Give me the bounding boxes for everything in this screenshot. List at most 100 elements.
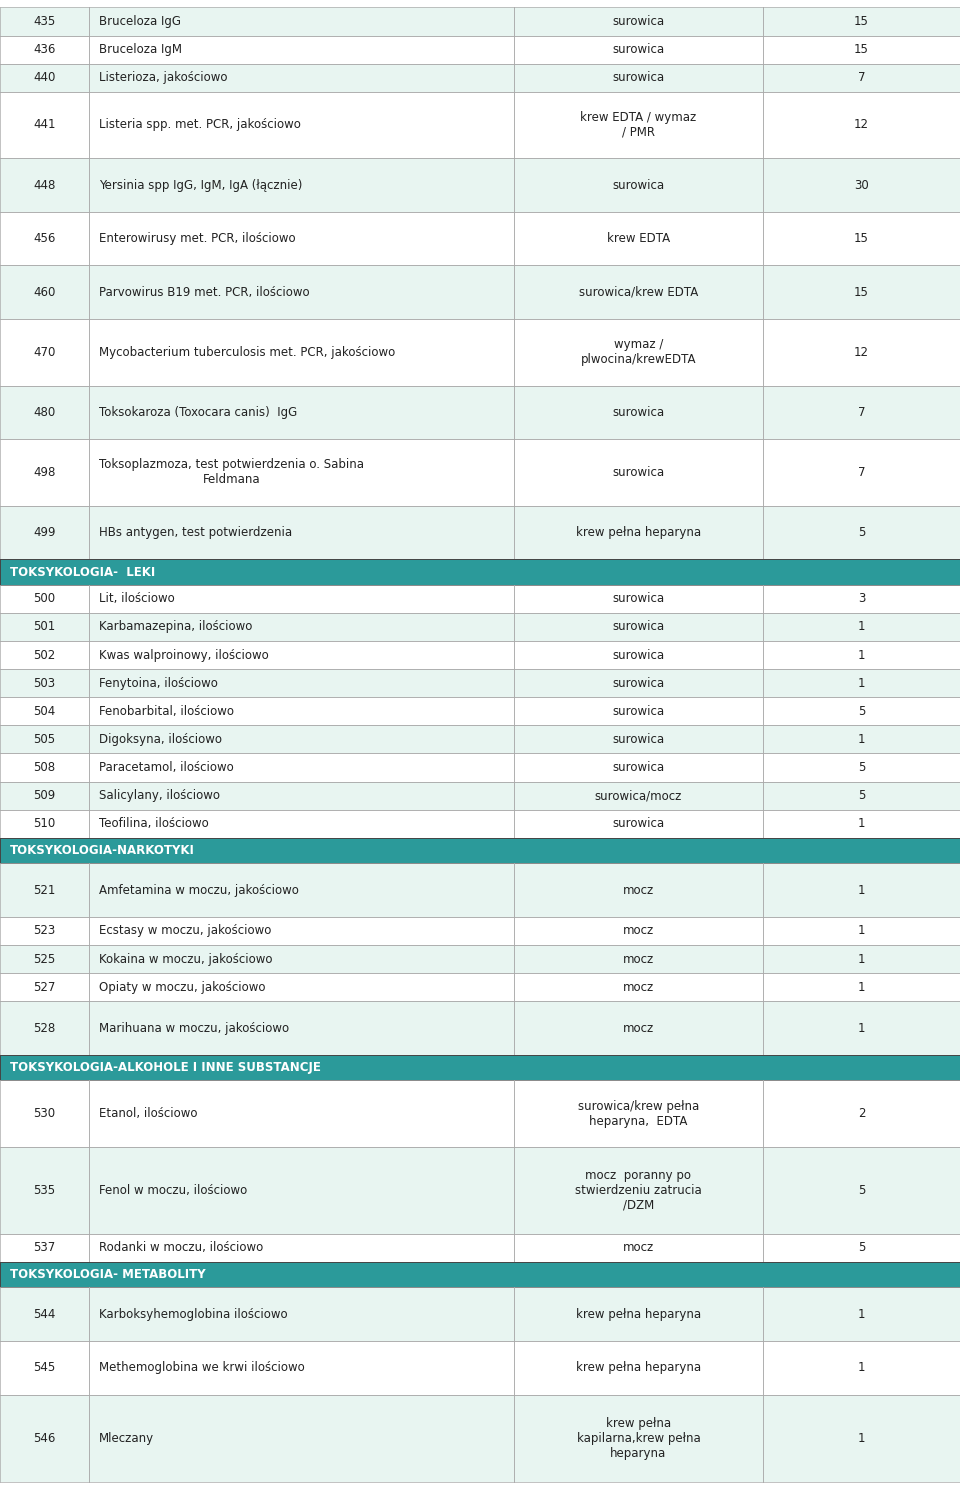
Text: surowica: surowica xyxy=(612,704,664,718)
Bar xyxy=(763,1081,960,1147)
Text: 503: 503 xyxy=(34,676,56,689)
Bar xyxy=(89,1001,514,1054)
Bar xyxy=(514,1288,763,1342)
Text: surowica: surowica xyxy=(612,71,664,85)
Bar xyxy=(763,36,960,64)
Text: Methemoglobina we krwi ilościowo: Methemoglobina we krwi ilościowo xyxy=(99,1361,304,1374)
Text: Yersinia spp IgG, IgM, IgA (łącznie): Yersinia spp IgG, IgM, IgA (łącznie) xyxy=(99,179,302,192)
Bar xyxy=(0,1001,89,1054)
Bar xyxy=(0,669,89,697)
Text: 3: 3 xyxy=(858,593,865,606)
Text: 441: 441 xyxy=(34,119,56,131)
Text: Marihuana w moczu, jakościowo: Marihuana w moczu, jakościowo xyxy=(99,1021,289,1035)
Bar xyxy=(763,1001,960,1054)
Text: 480: 480 xyxy=(34,406,56,418)
Bar xyxy=(514,506,763,560)
Text: 545: 545 xyxy=(34,1361,56,1374)
Bar xyxy=(0,92,89,158)
Bar xyxy=(514,1234,763,1261)
Text: 1: 1 xyxy=(858,621,865,633)
Bar xyxy=(0,585,89,613)
Bar xyxy=(763,697,960,725)
Bar xyxy=(763,439,960,506)
Text: krew pełna
kapilarna,krew pełna
heparyna: krew pełna kapilarna,krew pełna heparyna xyxy=(577,1416,700,1459)
Bar xyxy=(0,1054,960,1081)
Text: mocz: mocz xyxy=(623,1021,654,1035)
Bar xyxy=(763,319,960,386)
Bar xyxy=(763,725,960,753)
Text: 525: 525 xyxy=(34,953,56,965)
Bar xyxy=(514,1147,763,1234)
Bar xyxy=(763,613,960,642)
Bar xyxy=(89,319,514,386)
Text: 30: 30 xyxy=(854,179,869,192)
Bar xyxy=(89,36,514,64)
Text: 1: 1 xyxy=(858,981,865,993)
Text: 15: 15 xyxy=(854,15,869,28)
Bar xyxy=(89,386,514,439)
Bar xyxy=(0,158,89,211)
Text: 7: 7 xyxy=(858,71,865,85)
Bar xyxy=(0,439,89,506)
Bar xyxy=(514,864,763,917)
Bar xyxy=(0,1081,89,1147)
Text: Bruceloza IgG: Bruceloza IgG xyxy=(99,15,180,28)
Bar xyxy=(0,838,960,864)
Bar xyxy=(763,158,960,211)
Text: surowica: surowica xyxy=(612,179,664,192)
Text: Toksoplazmoza, test potwierdzenia o. Sabina
Feldmana: Toksoplazmoza, test potwierdzenia o. Sab… xyxy=(99,459,364,487)
Bar xyxy=(763,1147,960,1234)
Text: TOKSYKOLOGIA-ALKOHOLE I INNE SUBSTANCJE: TOKSYKOLOGIA-ALKOHOLE I INNE SUBSTANCJE xyxy=(10,1062,321,1074)
Bar xyxy=(0,211,89,265)
Text: surowica: surowica xyxy=(612,649,664,661)
Bar xyxy=(89,158,514,211)
Bar xyxy=(89,211,514,265)
Bar xyxy=(89,64,514,92)
Text: mocz: mocz xyxy=(623,883,654,896)
Text: Paracetamol, ilościowo: Paracetamol, ilościowo xyxy=(99,761,233,774)
Text: 470: 470 xyxy=(34,345,56,359)
Text: surowica/mocz: surowica/mocz xyxy=(594,789,683,803)
Bar xyxy=(89,1234,514,1261)
Bar xyxy=(763,506,960,560)
Bar xyxy=(763,64,960,92)
Text: 546: 546 xyxy=(34,1431,56,1444)
Bar xyxy=(763,810,960,838)
Text: Karbamazepina, ilościowo: Karbamazepina, ilościowo xyxy=(99,621,252,633)
Bar xyxy=(763,1234,960,1261)
Text: 7: 7 xyxy=(858,406,865,418)
Bar xyxy=(0,64,89,92)
Text: Parvowirus B19 met. PCR, ilościowo: Parvowirus B19 met. PCR, ilościowo xyxy=(99,286,309,299)
Bar xyxy=(0,36,89,64)
Bar xyxy=(514,782,763,810)
Bar xyxy=(89,974,514,1001)
Text: 528: 528 xyxy=(34,1021,56,1035)
Text: 499: 499 xyxy=(34,526,56,539)
Bar xyxy=(89,92,514,158)
Text: surowica: surowica xyxy=(612,676,664,689)
Text: 436: 436 xyxy=(34,43,56,57)
Text: Fenytoina, ilościowo: Fenytoina, ilościowo xyxy=(99,676,218,689)
Text: Listeria spp. met. PCR, jakościowo: Listeria spp. met. PCR, jakościowo xyxy=(99,119,300,131)
Text: 1: 1 xyxy=(858,1361,865,1374)
Text: surowica/krew pełna
heparyna,  EDTA: surowica/krew pełna heparyna, EDTA xyxy=(578,1100,699,1127)
Bar xyxy=(763,1288,960,1342)
Bar xyxy=(0,7,89,36)
Bar xyxy=(763,946,960,974)
Bar xyxy=(0,386,89,439)
Text: Fenobarbital, ilościowo: Fenobarbital, ilościowo xyxy=(99,704,234,718)
Text: mocz  poranny po
stwierdzeniu zatrucia
/DZM: mocz poranny po stwierdzeniu zatrucia /D… xyxy=(575,1169,702,1212)
Bar xyxy=(89,1081,514,1147)
Text: surowica: surowica xyxy=(612,43,664,57)
Text: Kokaina w moczu, jakościowo: Kokaina w moczu, jakościowo xyxy=(99,953,273,965)
Bar xyxy=(0,560,960,585)
Bar xyxy=(514,946,763,974)
Text: Etanol, ilościowo: Etanol, ilościowo xyxy=(99,1108,198,1120)
Bar xyxy=(763,782,960,810)
Text: Lit, ilościowo: Lit, ilościowo xyxy=(99,593,175,606)
Text: 5: 5 xyxy=(858,761,865,774)
Bar xyxy=(514,1342,763,1395)
Text: Amfetamina w moczu, jakościowo: Amfetamina w moczu, jakościowo xyxy=(99,883,299,896)
Text: 530: 530 xyxy=(34,1108,56,1120)
Text: surowica: surowica xyxy=(612,817,664,831)
